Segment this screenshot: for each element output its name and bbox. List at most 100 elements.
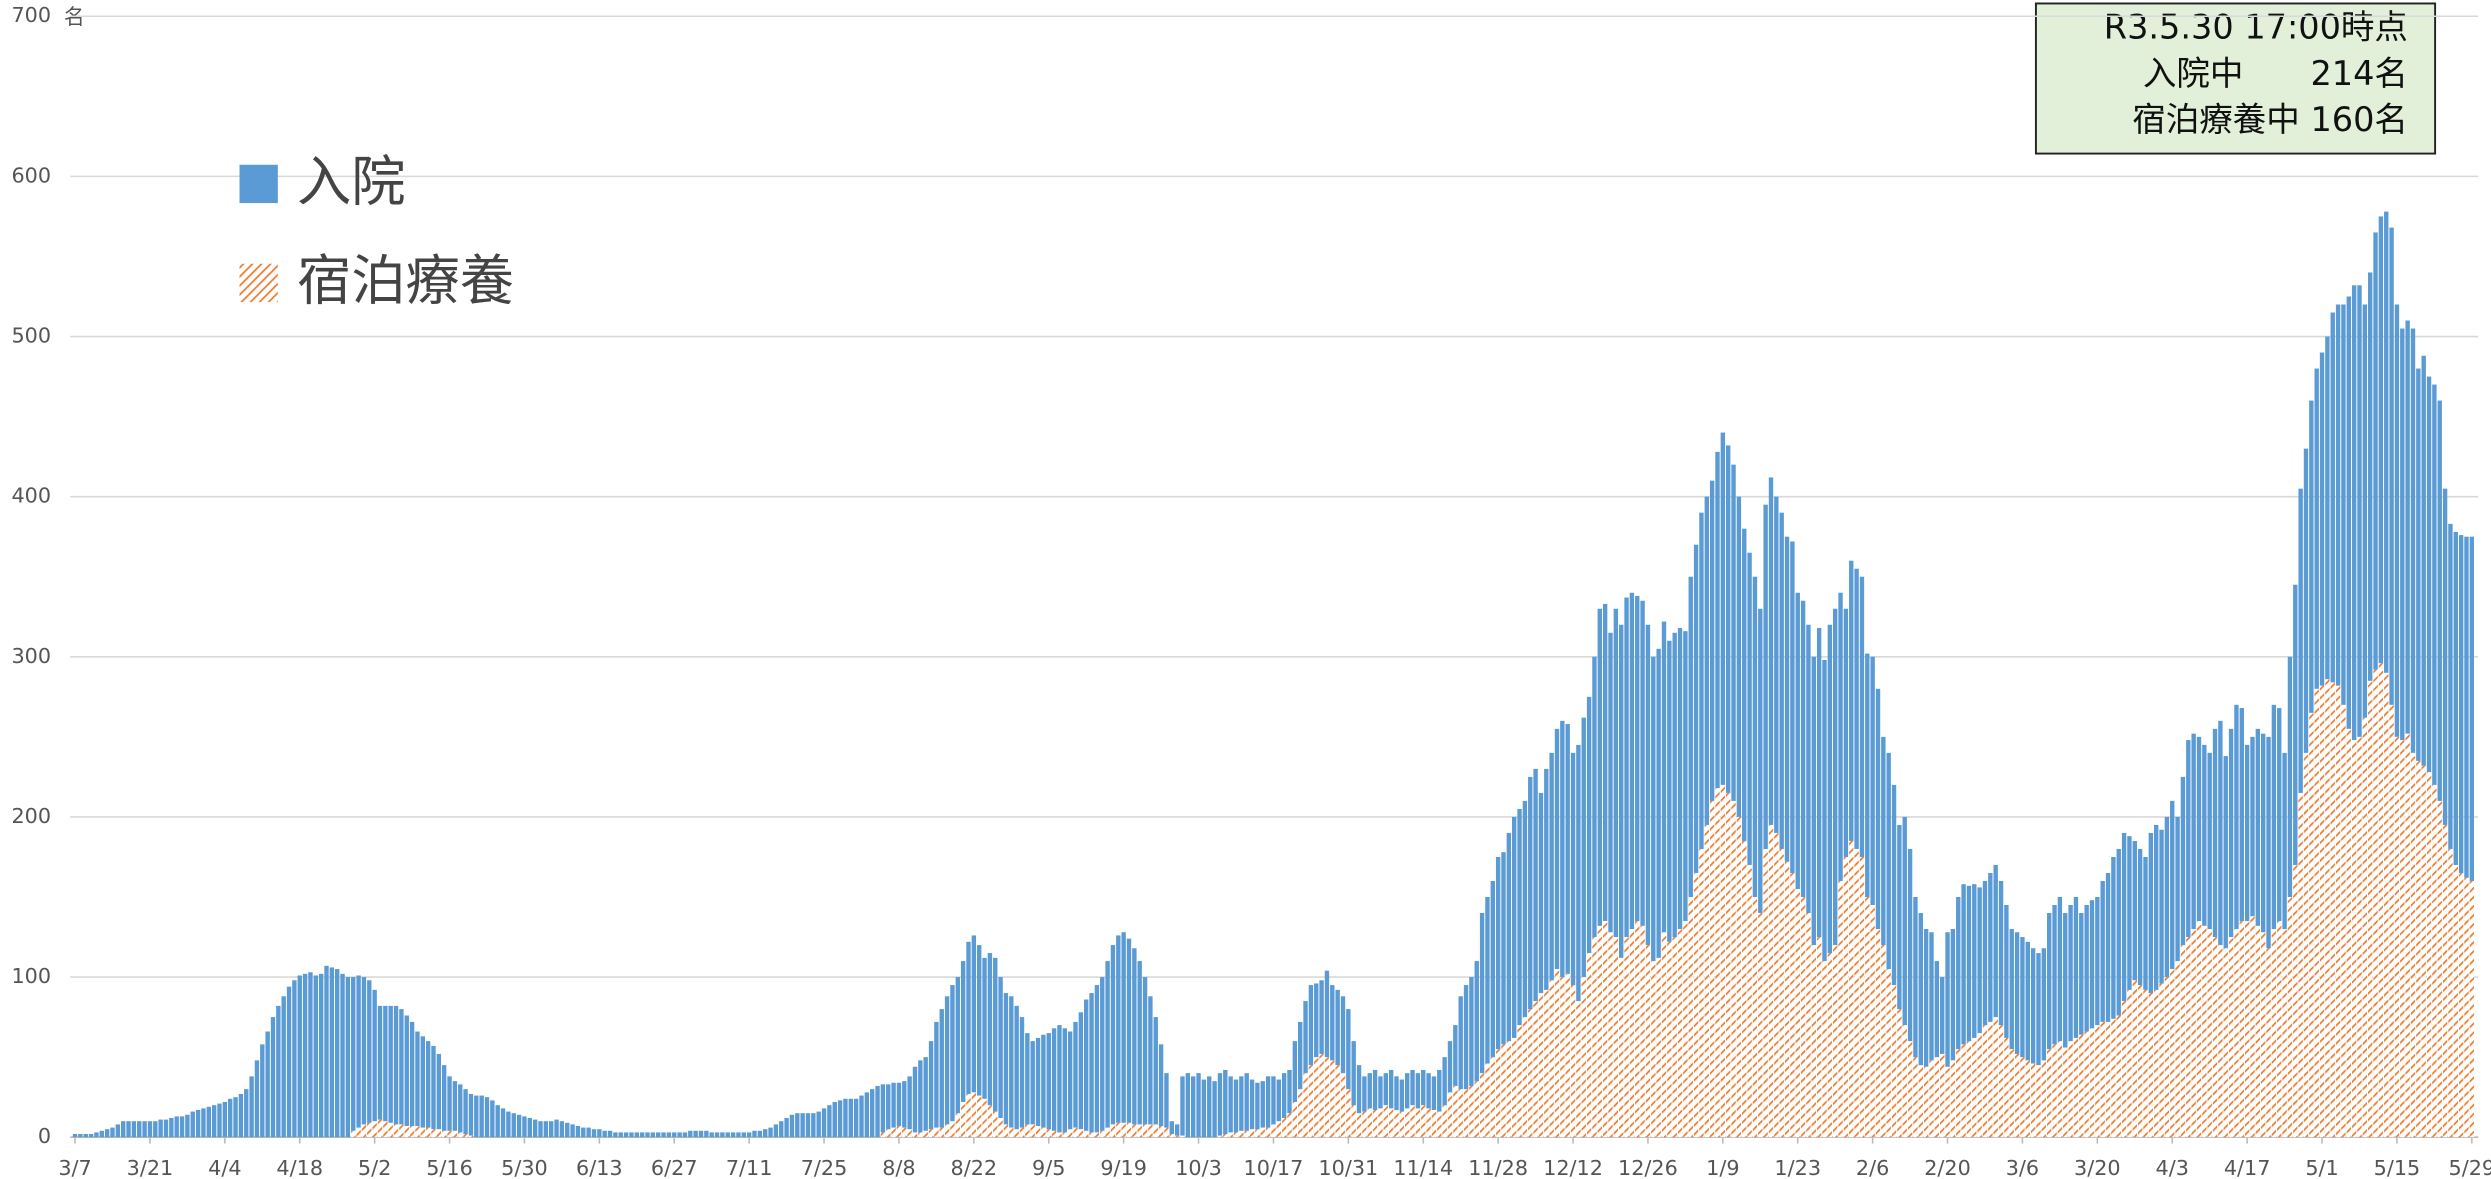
bar-segment	[1110, 1124, 1116, 1138]
bar-segment	[2052, 1044, 2057, 1138]
bar-segment	[634, 1132, 639, 1138]
bar-segment	[1966, 885, 1972, 1042]
bar-segment	[565, 1122, 570, 1138]
bar-segment	[1586, 953, 1592, 1138]
bar-segment	[1463, 985, 1469, 1090]
x-tick-label: 4/3	[2156, 1156, 2189, 1179]
bar-segment	[2335, 304, 2341, 686]
bar-segment	[886, 1084, 891, 1130]
bar-segment	[2196, 736, 2202, 922]
bar-segment	[1528, 1009, 1533, 1138]
bar-segment	[1142, 977, 1148, 1125]
bar-segment	[827, 1105, 832, 1138]
bar-segment	[570, 1124, 575, 1138]
bar-segment	[1736, 816, 1742, 1138]
bar-segment	[1538, 792, 1544, 994]
bar-segment	[982, 957, 987, 1099]
bar-segment	[1859, 576, 1865, 857]
bar-segment	[853, 1098, 859, 1138]
bar-segment	[1758, 608, 1763, 914]
bar-segment	[329, 967, 335, 1138]
bar-segment	[1453, 1085, 1458, 1138]
bar-segment	[286, 986, 292, 1138]
bar-segment	[1538, 993, 1544, 1138]
bar-segment	[1972, 1037, 1977, 1138]
bar-segment	[1121, 932, 1126, 1123]
bar-segment	[2410, 752, 2416, 1138]
bar-segment	[1875, 688, 1881, 930]
bar-segment	[2009, 1049, 2014, 1138]
bar-segment	[1549, 980, 1554, 1138]
y-tick-label: 100	[11, 964, 51, 988]
bar-segment	[811, 1113, 816, 1138]
bar-segment	[2458, 535, 2464, 873]
bar-segment	[1228, 1132, 1233, 1138]
bar-segment	[966, 1093, 971, 1138]
bar-segment	[1656, 648, 1661, 958]
bar-segment	[1790, 872, 1795, 1138]
bar-segment	[602, 1130, 607, 1138]
bar-segment	[1356, 1065, 1362, 1114]
bar-segment	[784, 1117, 789, 1138]
bar-segment	[1180, 1076, 1185, 1136]
x-tick-label: 3/6	[2006, 1156, 2039, 1179]
bar-segment	[1635, 921, 1640, 1138]
bar-segment	[1100, 1130, 1105, 1138]
bar-segment	[2100, 880, 2105, 1022]
bar-segment	[388, 1005, 393, 1123]
x-tick-label: 5/2	[358, 1156, 391, 1179]
bar-segment	[490, 1100, 495, 1138]
bar-segment	[2389, 227, 2394, 705]
bar-segment	[2025, 941, 2030, 1061]
bar-segment	[495, 1105, 500, 1138]
bar-segment	[2100, 1021, 2105, 1138]
bar-segment	[982, 1098, 987, 1138]
bar-segment	[1126, 1122, 1132, 1138]
bar-segment	[757, 1130, 763, 1138]
bar-segment	[468, 1135, 474, 1138]
bar-segment	[2319, 685, 2325, 1138]
bar-segment	[1565, 973, 1570, 1138]
bar-segment	[2143, 856, 2148, 990]
bar-segment	[1752, 576, 1758, 897]
bar-segment	[2052, 905, 2057, 1045]
bar-segment	[1110, 945, 1116, 1125]
bar-segment	[1287, 1069, 1292, 1114]
annotation-background	[2034, 2, 2437, 155]
bar-segment	[623, 1132, 629, 1138]
bar-segment	[169, 1117, 174, 1138]
bar-segment	[1688, 576, 1693, 897]
bar-segment	[704, 1130, 709, 1138]
bar-segment	[404, 1125, 409, 1138]
bar-segment	[2121, 1001, 2127, 1138]
bar-segment	[1929, 932, 1934, 1061]
bar-segment	[1907, 848, 1913, 1042]
bar-segment	[2293, 584, 2298, 865]
bar-segment	[1533, 1001, 1538, 1138]
bar-segment	[1426, 1073, 1431, 1109]
bar-segment	[1822, 961, 1827, 1138]
bar-segment	[1410, 1069, 1415, 1106]
bar-segment	[436, 1129, 442, 1138]
bar-segment	[912, 1066, 918, 1133]
bar-segment	[993, 1111, 998, 1138]
bar-segment	[361, 1124, 367, 1138]
bar-segment	[1335, 1065, 1340, 1138]
bar-segment	[522, 1116, 527, 1138]
bar-segment	[1832, 608, 1838, 946]
bar-segment	[1533, 768, 1538, 1002]
bar-segment	[1624, 597, 1629, 938]
bar-segment	[1640, 925, 1645, 1138]
bar-segment	[2196, 921, 2202, 1138]
bar-segment	[1383, 1073, 1388, 1106]
bar-segment	[1169, 1133, 1174, 1138]
bar-segment	[907, 1076, 912, 1130]
bar-segment	[1608, 932, 1613, 1138]
bar-segment	[1618, 624, 1624, 958]
bar-segment	[1608, 632, 1613, 933]
bar-segment	[2170, 969, 2175, 1138]
bar-segment	[1158, 1125, 1164, 1138]
bar-segment	[1988, 872, 1993, 1022]
bar-segment	[1490, 880, 1495, 1058]
